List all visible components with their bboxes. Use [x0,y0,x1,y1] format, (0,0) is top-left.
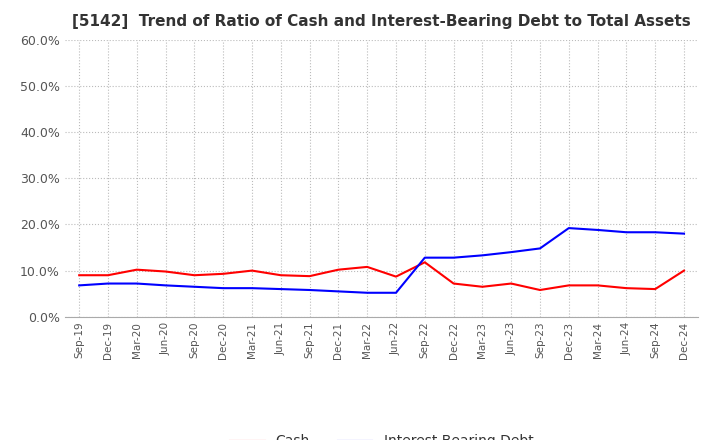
Cash [276,272,285,278]
Interest-Bearing Debt [276,286,285,292]
Cash [132,267,141,272]
Interest-Bearing Debt [478,253,487,258]
Cash [305,274,314,279]
Cash [75,272,84,278]
Interest-Bearing Debt [248,286,256,291]
Interest-Bearing Debt [363,290,372,295]
Interest-Bearing Debt [392,290,400,295]
Cash [248,268,256,273]
Interest-Bearing Debt [161,283,170,288]
Cash [392,274,400,279]
Interest-Bearing Debt [507,249,516,255]
Interest-Bearing Debt [622,230,631,235]
Cash [593,283,602,288]
Interest-Bearing Debt [104,281,112,286]
Cash [680,268,688,273]
Interest-Bearing Debt [305,287,314,293]
Interest-Bearing Debt [420,255,429,260]
Interest-Bearing Debt [564,225,573,231]
Interest-Bearing Debt [593,227,602,233]
Cash [449,281,458,286]
Cash [161,269,170,274]
Interest-Bearing Debt [75,283,84,288]
Interest-Bearing Debt [190,284,199,290]
Interest-Bearing Debt [132,281,141,286]
Interest-Bearing Debt [536,246,544,251]
Interest-Bearing Debt [334,289,343,294]
Cash [651,286,660,292]
Line: Interest-Bearing Debt: Interest-Bearing Debt [79,228,684,293]
Cash [420,260,429,265]
Cash [507,281,516,286]
Cash [363,264,372,270]
Cash [104,272,112,278]
Title: [5142]  Trend of Ratio of Cash and Interest-Bearing Debt to Total Assets: [5142] Trend of Ratio of Cash and Intere… [72,14,691,29]
Cash [190,272,199,278]
Interest-Bearing Debt [219,286,228,291]
Cash [478,284,487,290]
Line: Cash: Cash [79,262,684,290]
Interest-Bearing Debt [651,230,660,235]
Interest-Bearing Debt [449,255,458,260]
Cash [219,271,228,276]
Cash [622,286,631,291]
Cash [536,287,544,293]
Legend: Cash, Interest-Bearing Debt: Cash, Interest-Bearing Debt [225,429,539,440]
Cash [564,283,573,288]
Cash [334,267,343,272]
Interest-Bearing Debt [680,231,688,236]
